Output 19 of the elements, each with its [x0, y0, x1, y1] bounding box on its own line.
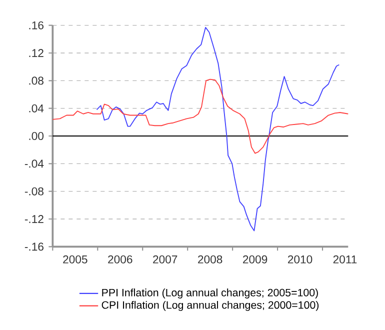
x-tick-label: 2005	[63, 255, 88, 264]
x-tick-label: 2009	[243, 255, 268, 264]
y-tick-label: -.12	[24, 215, 44, 223]
y-tick-label: .12	[29, 49, 44, 57]
y-tick-label: -.16	[24, 242, 44, 251]
y-tick-label: .16	[29, 21, 44, 30]
x-tick-label: 2007	[153, 255, 178, 264]
y-tick-label: .04	[29, 104, 44, 112]
legend-label: CPI Inflation (Log annual changes; 2000=100)	[102, 300, 319, 311]
x-tick-label: 2008	[198, 255, 222, 264]
x-tick-label: 2006	[108, 255, 132, 264]
y-tick-label: -.08	[24, 187, 44, 196]
x-tick-label: 2010	[288, 255, 312, 264]
x-tick-label: 2011	[333, 255, 357, 264]
legend-label: PPI Inflation (Log annual changes; 2005=100)	[102, 288, 318, 299]
y-tick-label: -.04	[24, 160, 44, 168]
y-tick-label: .00	[29, 132, 44, 140]
line-series	[96, 26, 340, 232]
y-tick-label: .08	[29, 76, 44, 85]
